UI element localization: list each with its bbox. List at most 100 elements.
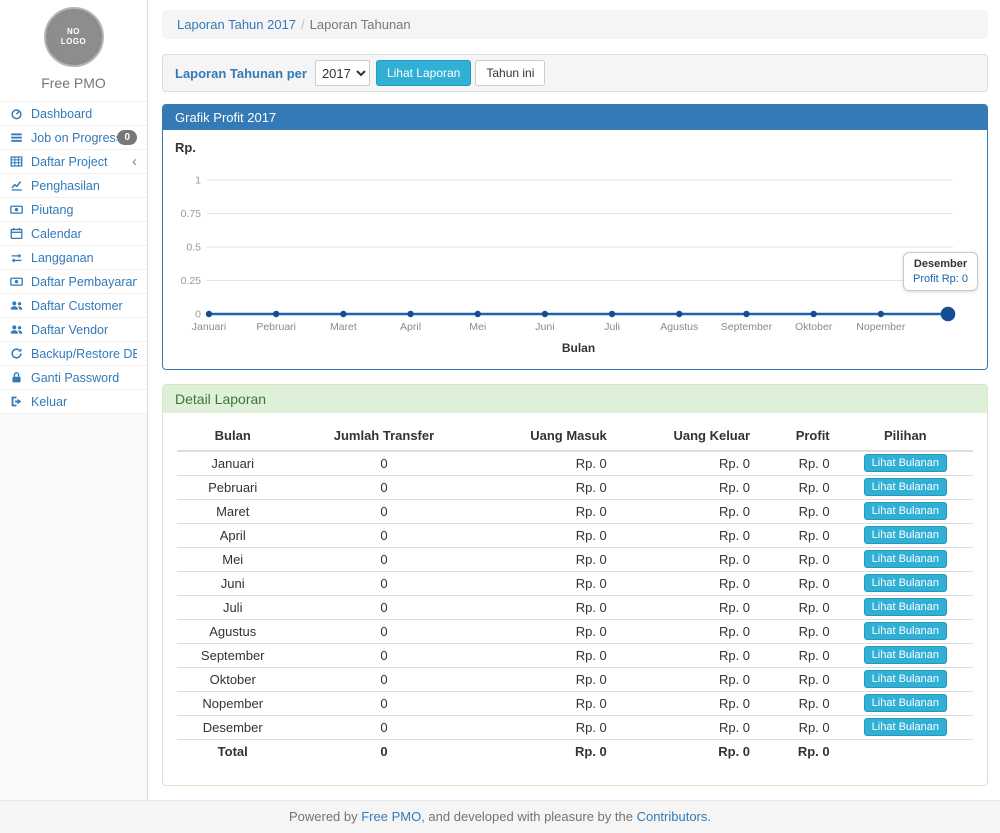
x-tick-label: September [721,321,773,333]
total-cell-uang-masuk: Rp. 0 [479,739,614,763]
sidebar-item-daftar-customer[interactable]: Daftar Customer [0,294,147,318]
lihat-bulanan-button[interactable]: Lihat Bulanan [864,646,947,664]
cell-bulan: Juli [177,595,288,619]
lihat-bulanan-button[interactable]: Lihat Bulanan [864,670,947,688]
x-tick-label: Oktober [795,321,833,333]
y-tick-label: 0.5 [186,242,201,254]
lihat-bulanan-button[interactable]: Lihat Bulanan [864,526,947,544]
cell-bulan: Mei [177,547,288,571]
lihat-bulanan-button[interactable]: Lihat Bulanan [864,454,947,472]
y-tick-label: 0 [195,309,201,321]
contributors-link[interactable]: Contributors [637,809,708,824]
chart-body: Rp.00.250.50.751JanuariPebruariMaretApri… [163,130,987,369]
y-tick-label: 0.25 [181,275,202,287]
sidebar-item-langganan[interactable]: Langganan [0,246,147,270]
sidebar-item-label: Penghasilan [31,179,137,193]
breadcrumb: Laporan Tahun 2017 / Laporan Tahunan [162,10,988,39]
users-icon [10,323,25,336]
cell-jumlah-transfer: 0 [288,547,479,571]
cell-jumlah-transfer: 0 [288,667,479,691]
breadcrumb-separator: / [301,17,305,32]
sidebar-item-label: Langganan [31,251,137,265]
chart-line-icon [10,179,25,192]
sidebar-item-label: Daftar Pembayaran [31,275,137,289]
sidebar-item-keluar[interactable]: Keluar [0,390,147,414]
total-cell-jumlah-transfer: 0 [288,739,479,763]
table-header-row: BulanJumlah TransferUang MasukUang Kelua… [177,421,973,451]
sidebar-item-daftar-project[interactable]: Daftar Project‹ [0,150,147,174]
total-cell-uang-keluar: Rp. 0 [615,739,758,763]
cell-uang-keluar: Rp. 0 [615,691,758,715]
table-row: Nopember0Rp. 0Rp. 0Rp. 0Lihat Bulanan [177,691,973,715]
data-point [810,311,816,317]
cell-profit: Rp. 0 [758,691,838,715]
cell-bulan: Agustus [177,619,288,643]
sidebar-item-daftar-vendor[interactable]: Daftar Vendor [0,318,147,342]
money-icon [10,275,25,288]
breadcrumb-link[interactable]: Laporan Tahun 2017 [177,17,296,32]
sidebar-item-dashboard[interactable]: Dashboard [0,102,147,126]
footer-text-prefix: Powered by [289,809,361,824]
sidebar-item-ganti-password[interactable]: Ganti Password [0,366,147,390]
cell-uang-masuk: Rp. 0 [479,667,614,691]
sidebar-item-label: Keluar [31,395,137,409]
lihat-bulanan-button[interactable]: Lihat Bulanan [864,478,947,496]
x-tick-label: Maret [330,321,357,333]
tooltip-title: Desember [913,258,968,270]
cell-uang-masuk: Rp. 0 [479,619,614,643]
data-point [475,311,481,317]
sidebar-item-label: Calendar [31,227,137,241]
money-icon [10,203,25,216]
lihat-bulanan-button[interactable]: Lihat Bulanan [864,622,947,640]
sidebar-item-label: Dashboard [31,107,137,121]
cell-uang-keluar: Rp. 0 [615,643,758,667]
column-header-uang-keluar: Uang Keluar [615,421,758,451]
lihat-bulanan-button[interactable]: Lihat Bulanan [864,550,947,568]
sidebar-item-label: Backup/Restore DB [31,347,137,361]
lihat-bulanan-button[interactable]: Lihat Bulanan [864,502,947,520]
calendar-icon [10,227,25,240]
table-total-row: Total0Rp. 0Rp. 0Rp. 0 [177,739,973,763]
sidebar: NO LOGO Free PMO Dashboard Job on Progres… [0,0,148,800]
logo-area: NO LOGO Free PMO [0,0,147,101]
data-point [676,311,682,317]
page: NO LOGO Free PMO Dashboard Job on Progres… [0,0,1000,819]
cell-jumlah-transfer: 0 [288,571,479,595]
free-pmo-link[interactable]: Free PMO [361,809,421,824]
cell-profit: Rp. 0 [758,715,838,739]
cell-bulan: Pebruari [177,475,288,499]
sidebar-item-daftar-pembayaran[interactable]: Daftar Pembayaran [0,270,147,294]
filter-label: Laporan Tahunan per [175,66,307,81]
lihat-bulanan-button[interactable]: Lihat Bulanan [864,598,947,616]
cell-uang-masuk: Rp. 0 [479,499,614,523]
tasks-icon [10,131,25,144]
lihat-bulanan-button[interactable]: Lihat Bulanan [864,718,947,736]
cell-jumlah-transfer: 0 [288,643,479,667]
cell-profit: Rp. 0 [758,619,838,643]
footer-text-suffix: . [707,809,711,824]
job-count-badge: 0 [117,130,137,145]
cell-profit: Rp. 0 [758,523,838,547]
sidebar-item-job-on-progress[interactable]: Job on Progress0 [0,126,147,150]
cell-uang-keluar: Rp. 0 [615,619,758,643]
table-row: September0Rp. 0Rp. 0Rp. 0Lihat Bulanan [177,643,973,667]
cell-uang-keluar: Rp. 0 [615,547,758,571]
cell-jumlah-transfer: 0 [288,523,479,547]
sidebar-item-backup-restore-db[interactable]: Backup/Restore DB [0,342,147,366]
table-row: Mei0Rp. 0Rp. 0Rp. 0Lihat Bulanan [177,547,973,571]
sidebar-item-penghasilan[interactable]: Penghasilan [0,174,147,198]
sidebar-item-piutang[interactable]: Piutang [0,198,147,222]
lihat-laporan-button[interactable]: Lihat Laporan [376,60,471,86]
year-select[interactable]: 2017 [315,60,370,86]
y-tick-label: 1 [195,175,201,187]
y-axis-label: Rp. [175,140,196,155]
sidebar-item-calendar[interactable]: Calendar [0,222,147,246]
logo-text-line1: NO [67,27,80,37]
tahun-ini-button[interactable]: Tahun ini [475,60,545,86]
sign-out-icon [10,395,25,408]
tooltip-value: Profit Rp: 0 [913,273,968,285]
breadcrumb-current: Laporan Tahunan [310,17,411,32]
cell-bulan: September [177,643,288,667]
lihat-bulanan-button[interactable]: Lihat Bulanan [864,574,947,592]
lihat-bulanan-button[interactable]: Lihat Bulanan [864,694,947,712]
